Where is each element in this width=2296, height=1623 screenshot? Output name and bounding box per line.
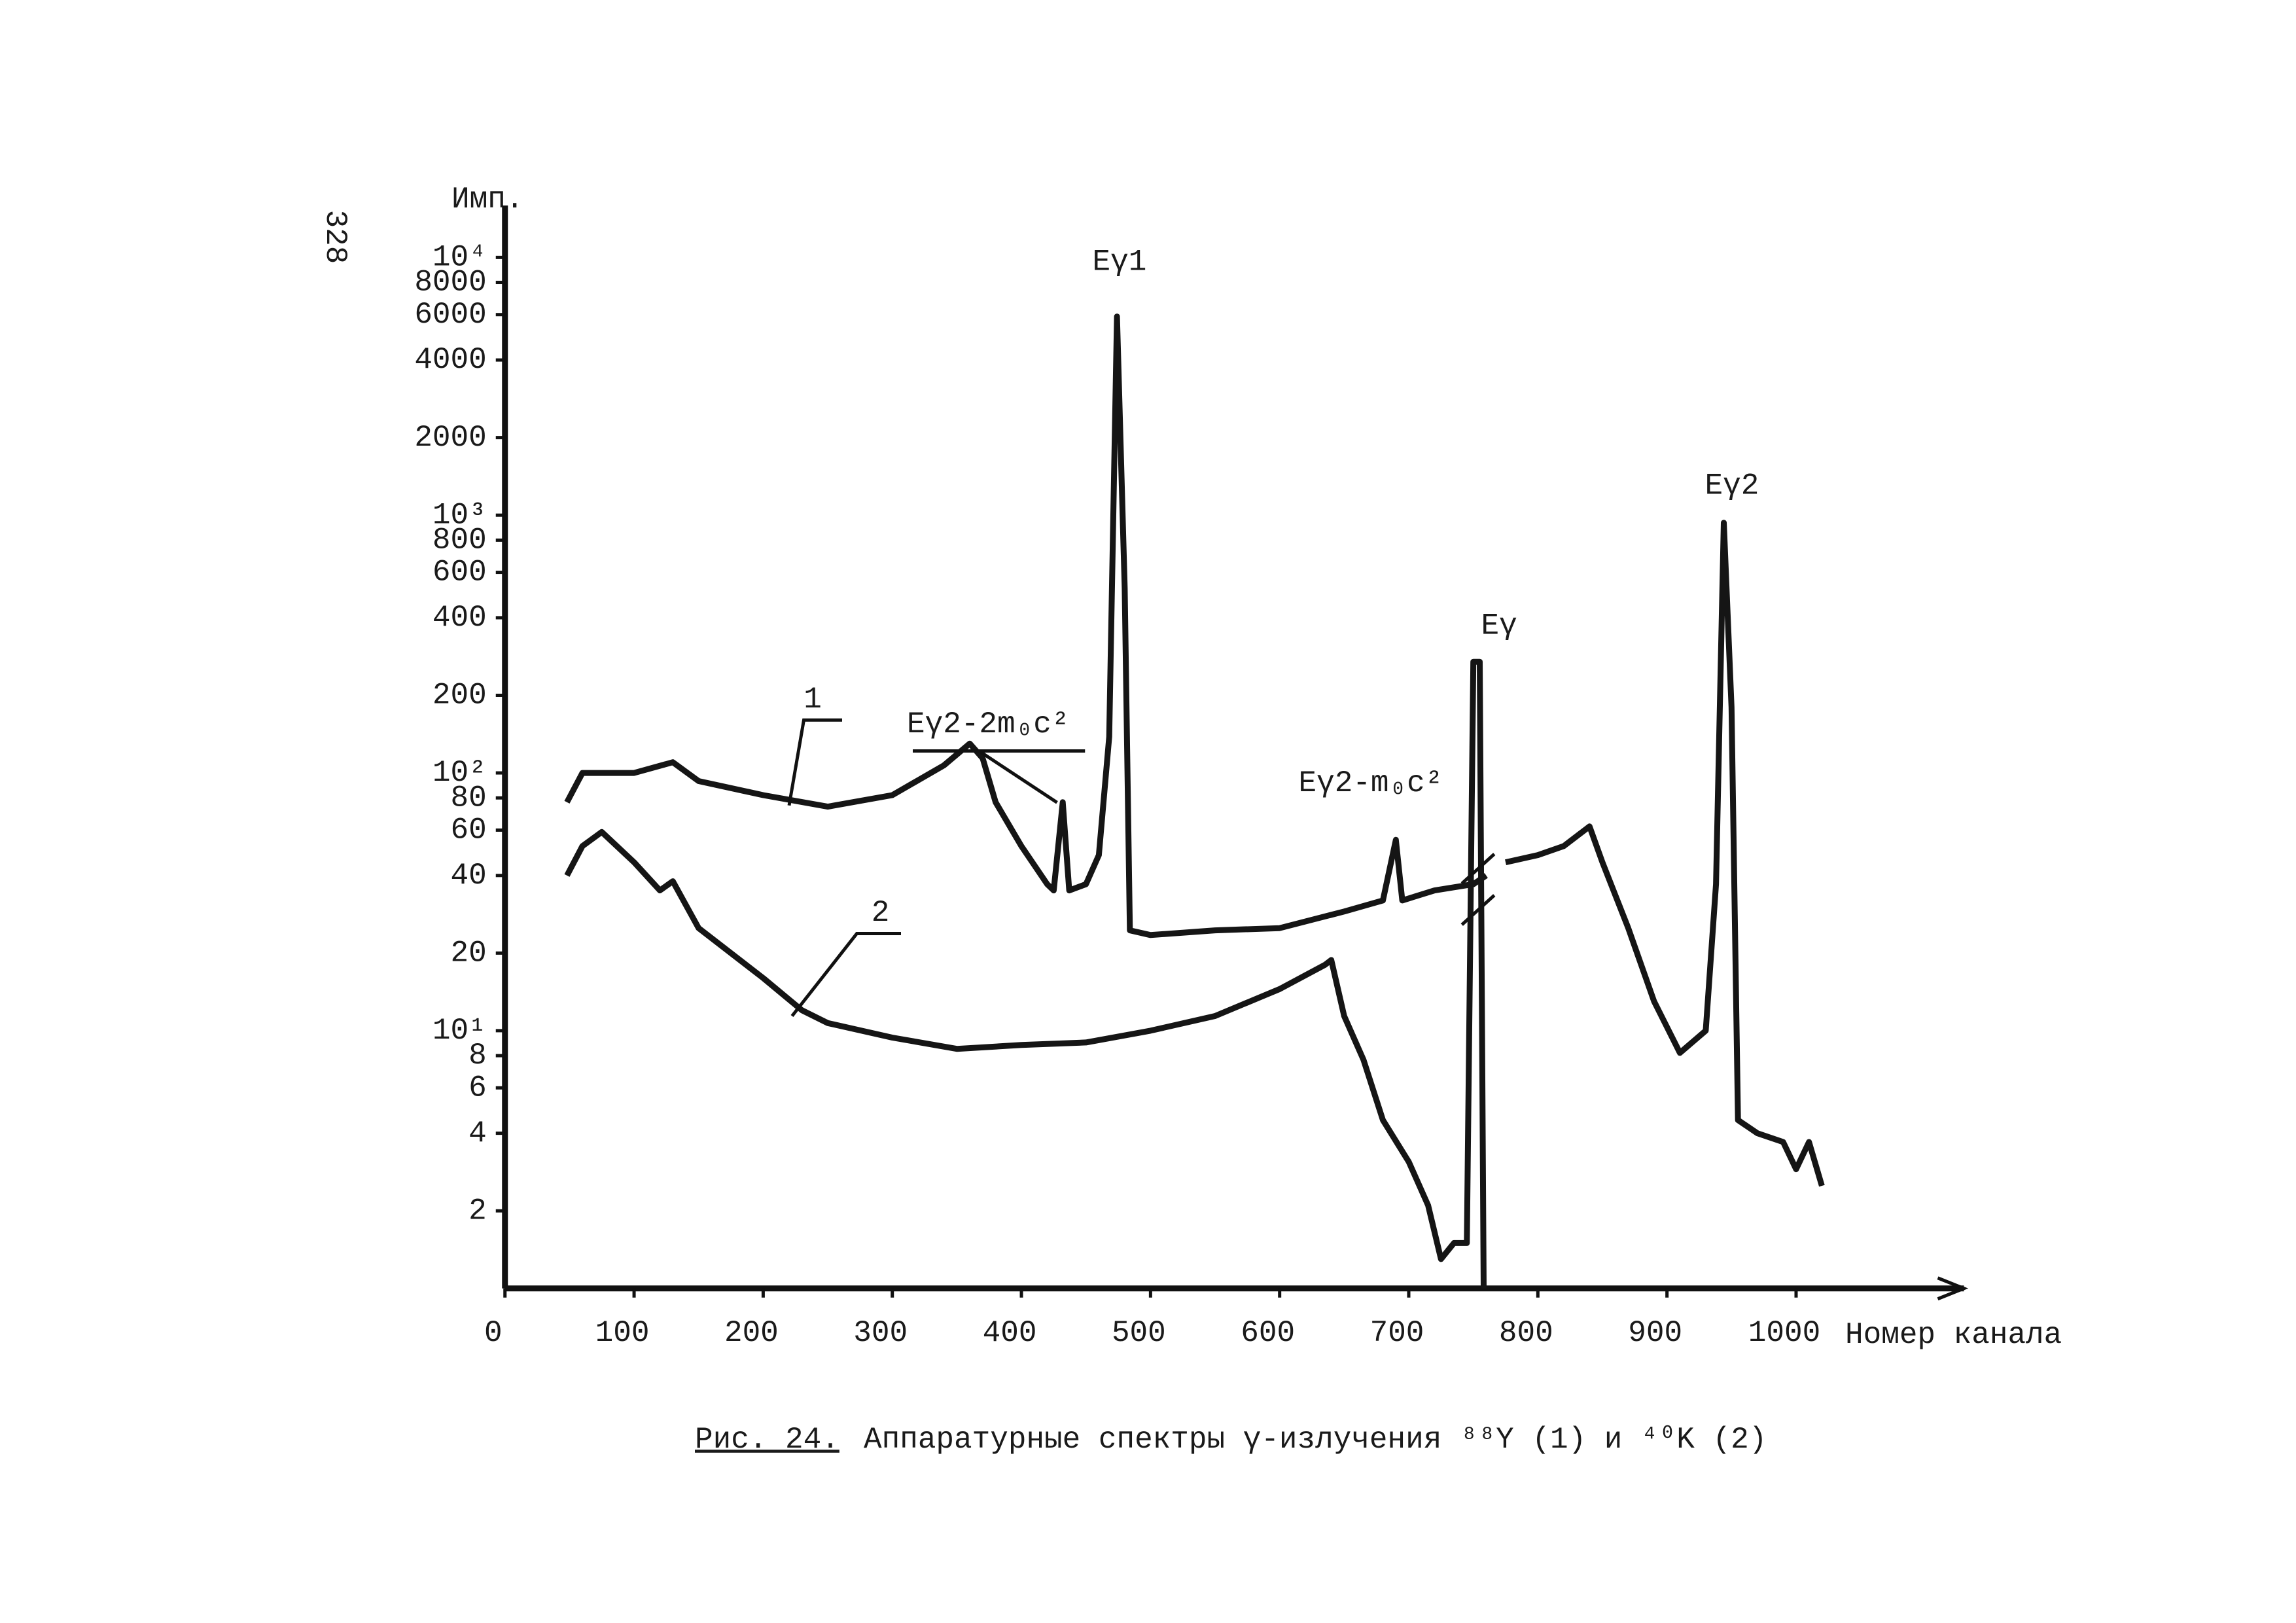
y-tick-label: 60 (451, 813, 487, 847)
annotation: Eγ (1481, 609, 1517, 643)
x-tick-label: 700 (1370, 1316, 1424, 1350)
leader-line (913, 749, 1086, 804)
x-tick-label: 500 (1112, 1316, 1166, 1350)
caption: Аппаратурные спектры γ-излучения ⁸⁸Y (1)… (864, 1423, 1767, 1457)
y-tick-label: 800 (433, 524, 487, 558)
y-tick-label: 8 (468, 1039, 487, 1073)
y-tick-label: 6000 (414, 298, 486, 332)
y-tick-label: 4000 (414, 343, 486, 377)
y-tick-label: 10¹ (433, 1014, 487, 1048)
figure-label: Рис. 24. (695, 1423, 839, 1457)
x-tick-label: 400 (983, 1316, 1037, 1350)
y-tick-label: 10³ (433, 498, 487, 532)
x-axis-arrow (1937, 1276, 1969, 1301)
leader-line (790, 932, 901, 1018)
x-tick-label: 100 (595, 1316, 650, 1350)
leader-line (787, 718, 842, 806)
annotation: Eγ1 (1093, 245, 1147, 279)
x-tick-label: 600 (1241, 1316, 1295, 1350)
y-tick-label: 8000 (414, 266, 486, 300)
page-number: 328 (318, 210, 352, 264)
y-tick-label: 200 (433, 679, 487, 713)
series-line (564, 658, 1487, 1289)
break-mark (1460, 853, 1496, 926)
series-label: 1 (804, 683, 822, 717)
x-tick-label: 200 (724, 1316, 779, 1350)
y-tick-label: 10⁴ (433, 241, 487, 275)
y-tick-label: 2000 (414, 421, 486, 455)
y-tick-label: 40 (451, 859, 487, 893)
series-line (564, 313, 1825, 1187)
x-axis-label: Номер канала (1845, 1318, 2062, 1352)
y-tick-label: 6 (468, 1071, 487, 1105)
x-tick-label: 300 (853, 1316, 908, 1350)
y-tick-label: 80 (451, 781, 487, 815)
series-label: 2 (872, 896, 890, 930)
annotation: Eγ2 (1705, 469, 1759, 503)
annotation: Eγ2-2m₀c² (907, 707, 1069, 741)
x-tick-label: 800 (1499, 1316, 1553, 1350)
y-tick-label: 600 (433, 556, 487, 590)
x-tick-label: 900 (1628, 1316, 1682, 1350)
y-tick-label: 10² (433, 756, 487, 790)
y-tick-label: 20 (451, 936, 487, 970)
x-tick-label: 0 (484, 1316, 503, 1350)
x-tick-label: 1000 (1748, 1316, 1820, 1350)
y-tick-label: 400 (433, 601, 487, 635)
annotation: Eγ2-m₀c² (1299, 766, 1443, 800)
y-tick-label: 2 (468, 1194, 487, 1228)
y-axis-label: Имп. (451, 183, 523, 217)
y-tick-label: 4 (468, 1116, 487, 1150)
